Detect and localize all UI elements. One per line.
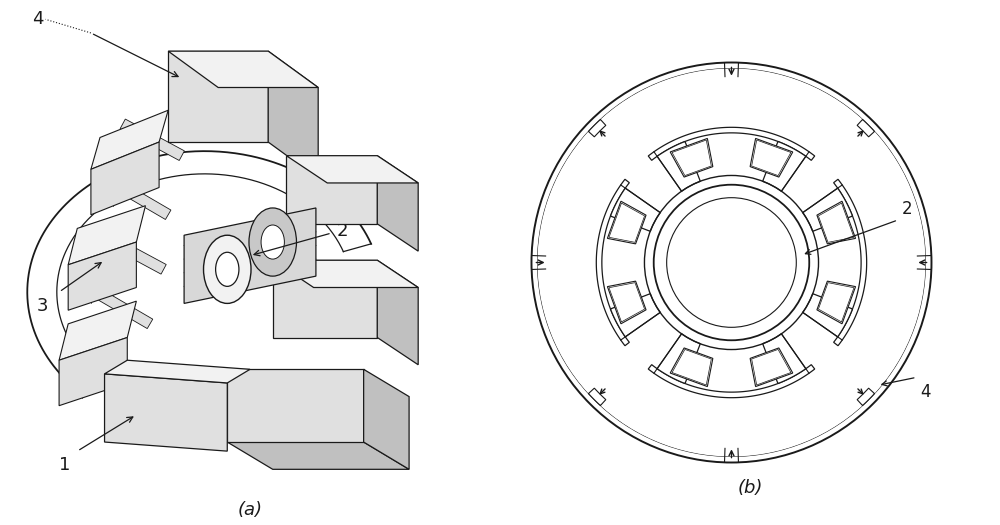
Circle shape <box>654 185 809 340</box>
Text: 4: 4 <box>32 10 43 28</box>
Polygon shape <box>93 287 153 329</box>
Polygon shape <box>102 233 166 274</box>
Text: 2: 2 <box>336 222 348 240</box>
Polygon shape <box>588 388 606 405</box>
Polygon shape <box>596 179 629 346</box>
Polygon shape <box>59 301 136 360</box>
Ellipse shape <box>261 225 284 259</box>
Polygon shape <box>670 348 713 386</box>
Polygon shape <box>763 141 806 191</box>
Polygon shape <box>83 346 139 387</box>
Polygon shape <box>120 119 184 161</box>
Polygon shape <box>105 360 250 383</box>
Polygon shape <box>803 188 853 232</box>
Polygon shape <box>105 374 227 451</box>
Text: 1: 1 <box>59 456 70 474</box>
Polygon shape <box>670 139 713 177</box>
Polygon shape <box>68 206 145 265</box>
Polygon shape <box>657 334 700 384</box>
Text: 3: 3 <box>36 297 48 314</box>
Polygon shape <box>268 51 318 179</box>
Circle shape <box>667 198 796 327</box>
Polygon shape <box>538 69 925 456</box>
Polygon shape <box>168 51 318 88</box>
Text: 4: 4 <box>920 383 931 401</box>
Polygon shape <box>286 156 418 183</box>
Polygon shape <box>91 142 159 215</box>
Polygon shape <box>857 388 875 405</box>
Polygon shape <box>817 201 856 244</box>
Polygon shape <box>648 128 815 160</box>
Polygon shape <box>273 260 377 338</box>
Ellipse shape <box>204 235 251 303</box>
Polygon shape <box>750 348 793 386</box>
Polygon shape <box>364 369 409 469</box>
Text: 2: 2 <box>902 200 912 218</box>
Polygon shape <box>227 369 364 442</box>
Polygon shape <box>588 120 606 137</box>
Polygon shape <box>91 110 168 170</box>
Polygon shape <box>227 442 409 469</box>
Circle shape <box>531 62 931 463</box>
Polygon shape <box>610 188 660 232</box>
Polygon shape <box>857 120 875 137</box>
Polygon shape <box>184 208 316 303</box>
Polygon shape <box>68 242 136 310</box>
Polygon shape <box>610 293 660 337</box>
Polygon shape <box>607 201 646 244</box>
Circle shape <box>537 68 925 457</box>
Polygon shape <box>59 338 127 406</box>
Polygon shape <box>834 179 867 346</box>
Ellipse shape <box>249 208 296 276</box>
Text: (a): (a) <box>238 501 262 519</box>
Polygon shape <box>648 365 815 397</box>
Polygon shape <box>803 293 853 337</box>
Ellipse shape <box>216 253 239 286</box>
Polygon shape <box>377 156 418 251</box>
Polygon shape <box>657 141 700 191</box>
Polygon shape <box>750 139 793 177</box>
Polygon shape <box>763 334 806 384</box>
Polygon shape <box>168 51 268 142</box>
Polygon shape <box>286 156 377 224</box>
Polygon shape <box>817 281 856 324</box>
Text: (b): (b) <box>737 479 763 497</box>
Polygon shape <box>607 281 646 324</box>
Polygon shape <box>377 260 418 365</box>
Polygon shape <box>111 178 171 219</box>
Polygon shape <box>273 260 418 288</box>
